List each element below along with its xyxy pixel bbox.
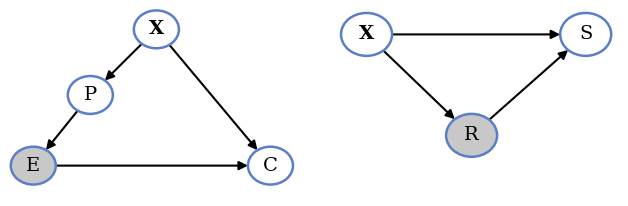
Circle shape — [248, 147, 293, 185]
Circle shape — [446, 114, 497, 157]
Text: P: P — [84, 86, 97, 104]
Circle shape — [68, 76, 113, 114]
Text: S: S — [579, 25, 592, 43]
Text: R: R — [464, 126, 479, 144]
Circle shape — [134, 11, 179, 48]
Text: X: X — [149, 20, 164, 38]
Circle shape — [11, 147, 56, 185]
Text: E: E — [26, 157, 40, 175]
Text: X: X — [359, 25, 374, 43]
Circle shape — [341, 13, 392, 56]
Circle shape — [560, 13, 611, 56]
Text: C: C — [263, 157, 278, 175]
